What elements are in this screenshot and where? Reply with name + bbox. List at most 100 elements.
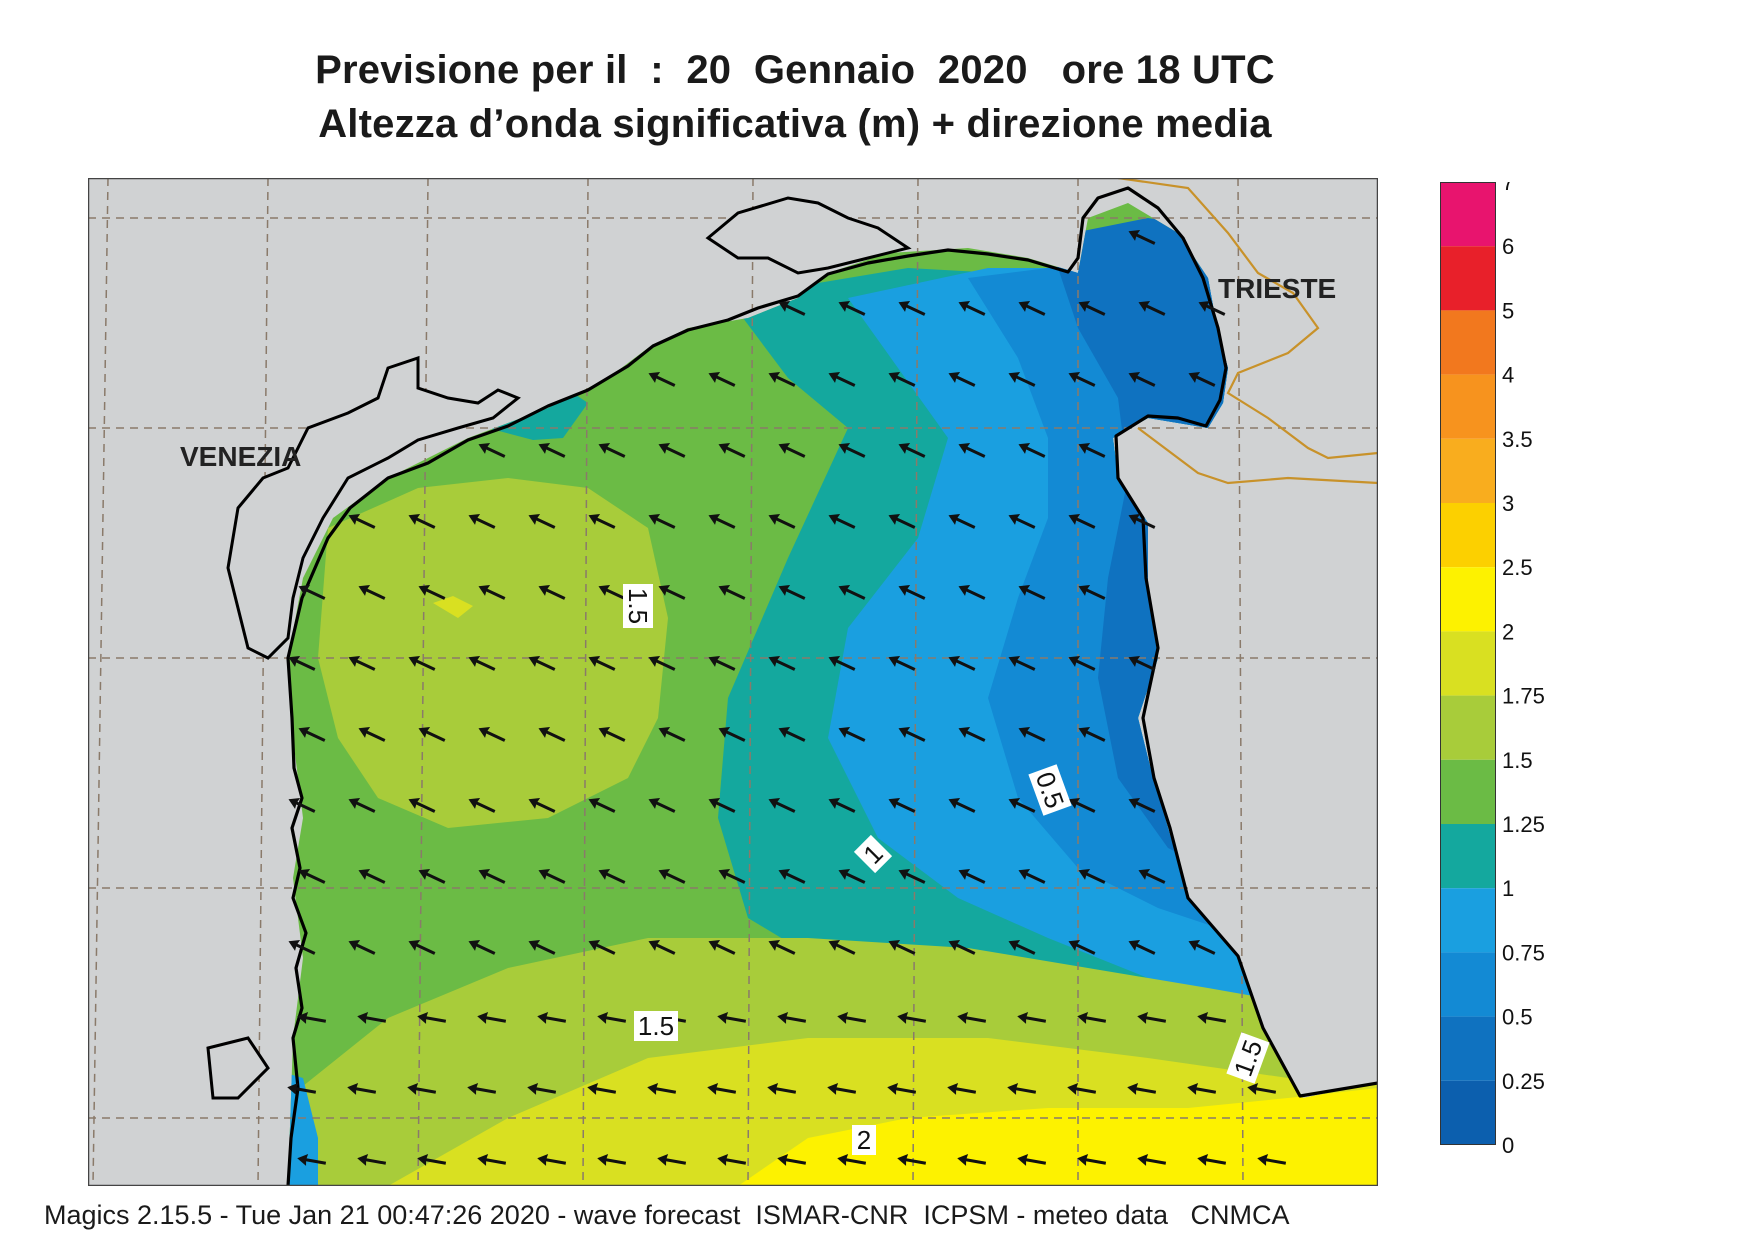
legend-tick-label: 4 xyxy=(1502,363,1514,388)
legend-tick-label: 2.5 xyxy=(1502,555,1533,580)
direction-arrow xyxy=(828,372,856,387)
direction-arrow xyxy=(347,1083,377,1095)
direction-arrow xyxy=(1078,585,1106,600)
color-legend: 7 6 5 4 3.5 3 2.5 2 1.75 1.5 1.25 1 0.75 0.5 0.25 0 xyxy=(1440,182,1545,1158)
direction-arrow xyxy=(527,1083,557,1095)
direction-arrow xyxy=(1137,1154,1167,1166)
direction-arrow xyxy=(888,798,916,813)
coastline xyxy=(286,186,1378,1186)
direction-arrow xyxy=(708,372,736,387)
direction-arrow xyxy=(648,940,676,955)
direction-arrow xyxy=(1257,1154,1287,1166)
direction-arrow xyxy=(588,798,616,813)
direction-arrow xyxy=(1138,869,1166,884)
direction-arrow xyxy=(888,656,916,671)
direction-arrow xyxy=(528,940,556,955)
direction-arrow xyxy=(408,940,436,955)
direction-arrow xyxy=(297,1012,327,1024)
svg-text:1.5: 1.5 xyxy=(623,588,653,624)
direction-arrow xyxy=(947,1083,977,1095)
direction-arrow xyxy=(898,443,926,458)
direction-arrow xyxy=(358,585,386,600)
svg-text:2: 2 xyxy=(857,1125,871,1155)
direction-arrow xyxy=(958,727,986,742)
direction-arrow xyxy=(468,940,496,955)
direction-arrow xyxy=(587,1083,617,1095)
direction-arrow xyxy=(718,443,746,458)
direction-arrow xyxy=(477,1154,507,1166)
direction-arrow xyxy=(418,585,446,600)
direction-arrow xyxy=(537,1012,567,1024)
direction-arrow xyxy=(897,1154,927,1166)
direction-arrow xyxy=(1137,1012,1167,1024)
direction-arrow xyxy=(598,443,626,458)
direction-arrow xyxy=(598,585,626,600)
direction-arrow xyxy=(648,798,676,813)
legend-tick-label: 0 xyxy=(1502,1133,1514,1158)
legend-tick-label: 1.25 xyxy=(1502,812,1545,837)
direction-arrow xyxy=(528,798,556,813)
direction-arrow xyxy=(1128,372,1156,387)
legend-swatch xyxy=(1440,182,1496,247)
legend-swatch xyxy=(1440,695,1496,760)
contour-labels: 1.5 0.5 1 1.5 1.5 2 xyxy=(623,584,1270,1155)
direction-arrow xyxy=(778,869,806,884)
direction-arrow xyxy=(288,656,316,671)
direction-arrow xyxy=(538,869,566,884)
direction-arrow xyxy=(958,443,986,458)
direction-arrow xyxy=(1188,372,1216,387)
direction-arrow xyxy=(658,585,686,600)
direction-arrow xyxy=(1128,656,1156,671)
direction-arrow xyxy=(1018,727,1046,742)
direction-arrow xyxy=(1138,301,1166,316)
direction-arrow xyxy=(948,372,976,387)
direction-arrow xyxy=(478,727,506,742)
legend-tick-label: 3.5 xyxy=(1502,427,1533,452)
direction-arrow xyxy=(658,443,686,458)
direction-arrow xyxy=(838,869,866,884)
direction-arrow xyxy=(778,443,806,458)
direction-arrow xyxy=(358,727,386,742)
direction-arrow xyxy=(827,1083,857,1095)
direction-arrow xyxy=(1018,443,1046,458)
direction-arrow xyxy=(348,656,376,671)
direction-arrow xyxy=(408,798,436,813)
direction-arrow xyxy=(1067,1083,1097,1095)
direction-arrow xyxy=(468,798,496,813)
legend-tick-label: 1.75 xyxy=(1502,684,1545,709)
direction-arrow xyxy=(717,1154,747,1166)
direction-arrow xyxy=(647,1083,677,1095)
direction-arrow xyxy=(418,727,446,742)
direction-arrow xyxy=(1068,798,1096,813)
direction-arrow xyxy=(1077,1012,1107,1024)
contour-label: 2 xyxy=(852,1125,876,1155)
direction-arrow xyxy=(357,1154,387,1166)
direction-arrow xyxy=(588,514,616,529)
legend-swatch xyxy=(1440,952,1496,1017)
legend-swatch xyxy=(1440,1016,1496,1081)
direction-arrow xyxy=(478,869,506,884)
direction-arrow xyxy=(298,585,326,600)
direction-arrow xyxy=(478,443,506,458)
direction-arrow xyxy=(1078,443,1106,458)
legend-swatch xyxy=(1440,246,1496,311)
city-label-venezia: VENEZIA xyxy=(180,441,301,472)
direction-arrow xyxy=(707,1083,737,1095)
direction-arrow xyxy=(288,940,316,955)
direction-arrow xyxy=(408,514,436,529)
southern-lagoon xyxy=(206,1036,270,1100)
direction-arrow xyxy=(718,585,746,600)
direction-arrow xyxy=(538,727,566,742)
contour-label: 1.5 xyxy=(623,584,653,628)
band-1-75-spot xyxy=(433,596,473,618)
direction-arrow xyxy=(348,940,376,955)
direction-arrow xyxy=(468,656,496,671)
direction-arrow xyxy=(828,656,856,671)
direction-arrow xyxy=(1197,1012,1227,1024)
direction-arrow xyxy=(1008,372,1036,387)
direction-arrow xyxy=(948,656,976,671)
direction-arrow xyxy=(417,1154,447,1166)
direction-arrow xyxy=(948,940,976,955)
direction-arrow xyxy=(1018,869,1046,884)
legend-swatch xyxy=(1440,631,1496,696)
